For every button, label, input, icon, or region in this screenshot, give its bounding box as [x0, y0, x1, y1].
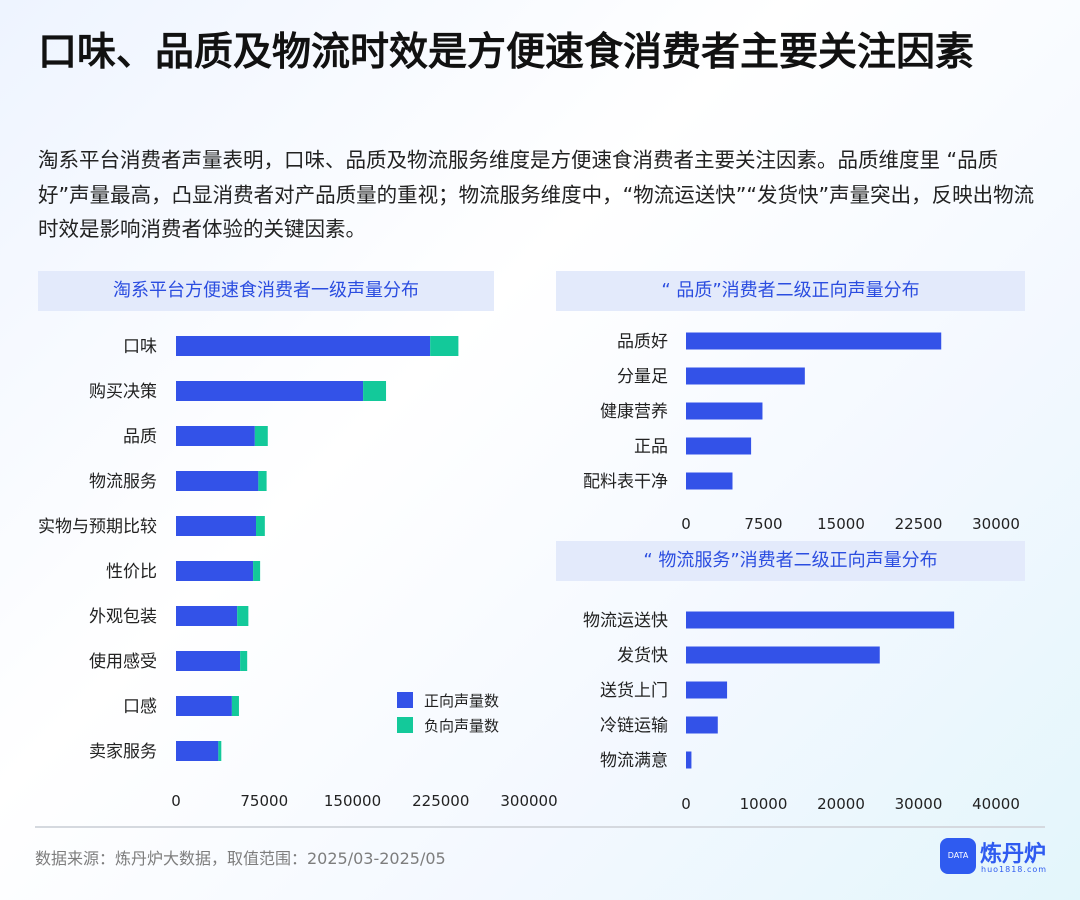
- logo-url: huo1818.com: [981, 865, 1048, 874]
- category-label: 卖家服务: [89, 742, 157, 762]
- bar-negative: [237, 606, 249, 626]
- legend-label: 正向声量数: [424, 692, 499, 710]
- chart3-title: “ 物流服务”消费者二级正向声量分布: [556, 541, 1025, 581]
- category-label: 送货上门: [600, 681, 668, 701]
- category-label: 外观包装: [89, 607, 157, 627]
- bar-positive: [686, 646, 880, 664]
- category-label: 品质: [123, 427, 157, 447]
- page-subtitle: 淘系平台消费者声量表明，口味、品质及物流服务维度是方便速食消费者主要关注因素。品…: [38, 148, 1035, 241]
- bar-positive: [686, 716, 718, 734]
- bar-positive: [176, 516, 257, 536]
- bar-negative: [430, 336, 459, 356]
- category-label: 健康营养: [600, 402, 668, 422]
- x-tick-label: 0: [681, 795, 691, 813]
- footer-divider: [35, 826, 1045, 828]
- x-tick-label: 225000: [412, 792, 469, 810]
- x-tick-label: 0: [171, 792, 181, 810]
- x-tick-label: 30000: [972, 515, 1020, 533]
- x-tick-label: 0: [681, 515, 691, 533]
- legend-swatch: [397, 692, 413, 708]
- logo-name: 炼丹炉: [980, 842, 1047, 867]
- category-label: 使用感受: [89, 651, 157, 672]
- x-tick-label: 20000: [817, 795, 865, 813]
- bar-positive: [176, 696, 232, 716]
- x-tick-label: 75000: [240, 792, 288, 810]
- bar-positive: [176, 381, 364, 401]
- category-label: 性价比: [106, 562, 157, 582]
- category-label: 配料表干净: [583, 472, 668, 492]
- x-tick-label: 22500: [895, 515, 943, 533]
- bar-negative: [231, 696, 239, 716]
- category-label: 购买决策: [89, 382, 157, 402]
- category-label: 物流满意: [600, 751, 668, 771]
- category-label: 分量足: [617, 367, 668, 387]
- category-label: 物流运送快: [583, 611, 668, 631]
- bar-positive: [686, 611, 955, 629]
- bar-negative: [254, 426, 268, 446]
- logo-icon: DATA: [940, 838, 976, 874]
- bar-negative: [253, 561, 261, 581]
- bar-positive: [176, 606, 238, 626]
- bar-positive: [176, 651, 241, 671]
- category-label: 正品: [634, 437, 668, 457]
- bar-negative: [363, 381, 387, 401]
- bar-positive: [176, 426, 255, 446]
- bar-negative: [240, 651, 248, 671]
- bar-positive: [176, 336, 431, 356]
- category-label: 口感: [123, 697, 157, 717]
- bar-positive: [686, 751, 692, 769]
- category-label: 口味: [123, 337, 157, 357]
- bar-positive: [686, 437, 752, 455]
- x-tick-label: 30000: [895, 795, 943, 813]
- bar-positive: [686, 367, 805, 385]
- x-tick-label: 10000: [740, 795, 788, 813]
- category-label: 发货快: [617, 646, 668, 666]
- category-label: 品质好: [617, 332, 668, 352]
- bar-negative: [256, 516, 265, 536]
- bar-negative: [218, 741, 222, 761]
- bar-positive: [686, 402, 763, 420]
- x-tick-label: 15000: [817, 515, 865, 533]
- legend-label: 负向声量数: [424, 717, 499, 735]
- x-tick-label: 7500: [744, 515, 782, 533]
- bar-positive: [176, 741, 219, 761]
- bar-negative: [258, 471, 267, 491]
- x-tick-label: 300000: [500, 792, 557, 810]
- bar-positive: [176, 561, 254, 581]
- page-title: 口味、品质及物流时效是方便速食消费者主要关注因素: [38, 30, 975, 75]
- x-tick-label: 40000: [972, 795, 1020, 813]
- bar-positive: [686, 681, 728, 699]
- category-label: 冷链运输: [600, 716, 668, 736]
- bar-positive: [686, 472, 733, 490]
- bar-positive: [176, 471, 259, 491]
- legend-swatch: [397, 717, 413, 733]
- category-label: 实物与预期比较: [38, 517, 157, 537]
- brand-logo: DATA 炼丹炉 huo1818.com: [940, 838, 1050, 880]
- chart2-title: “ 品质”消费者二级正向声量分布: [556, 271, 1025, 311]
- chart1-title: 淘系平台方便速食消费者一级声量分布: [38, 271, 494, 311]
- bar-positive: [686, 332, 942, 350]
- x-tick-label: 150000: [324, 792, 381, 810]
- category-label: 物流服务: [89, 472, 157, 492]
- data-source: 数据来源：炼丹炉大数据，取值范围：2025/03-2025/05: [35, 849, 446, 868]
